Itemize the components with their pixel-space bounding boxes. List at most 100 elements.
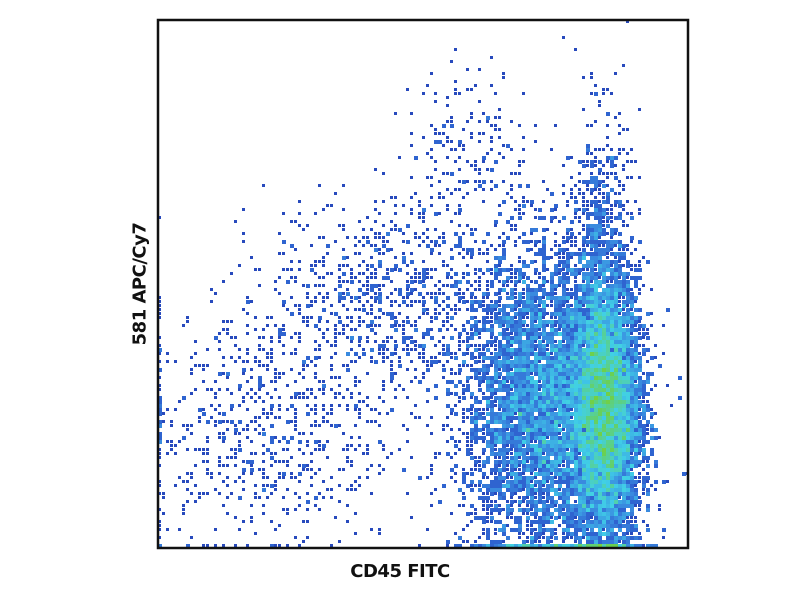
density-bin [518,432,522,436]
density-bin [314,372,317,375]
density-bin [474,540,477,543]
density-bin [626,176,629,179]
density-bin [594,464,598,468]
density-bin [614,412,618,416]
density-bin [594,296,598,300]
density-bin [614,360,618,364]
density-bin [634,360,637,363]
density-bin [386,268,389,271]
density-bin [578,412,582,416]
density-bin [294,424,297,427]
density-bin [658,508,661,511]
density-bin [554,240,557,243]
density-bin [502,468,506,472]
density-bin [546,528,550,532]
density-bin [586,288,590,292]
density-bin [638,212,641,215]
density-bin [522,264,526,268]
density-bin [622,480,626,484]
density-bin [618,296,621,299]
density-bin [514,276,517,279]
density-bin [630,316,634,320]
density-bin [606,368,610,372]
density-bin [530,460,534,464]
density-bin [518,456,521,459]
density-bin [498,436,502,440]
density-bin [590,500,594,504]
density-bin [630,436,634,440]
density-bin [490,284,494,288]
density-bin [518,520,522,524]
density-bin [570,304,573,307]
density-bin [602,524,606,528]
density-bin [498,316,502,320]
density-bin [586,364,590,368]
density-bin [606,244,610,248]
density-bin [342,224,345,227]
density-bin [586,224,590,228]
density-bin [638,504,641,507]
density-bin [478,172,481,175]
density-bin [450,356,453,359]
density-bin [550,216,554,220]
density-bin [526,408,530,412]
density-bin [562,324,566,328]
density-bin [326,456,329,459]
density-bin [602,252,606,256]
density-bin [538,532,542,536]
density-bin [570,312,574,316]
density-bin [414,232,417,235]
density-bin [454,308,457,311]
density-bin [386,240,389,243]
density-bin [554,316,557,319]
density-bin [638,240,642,244]
density-bin [466,224,469,227]
density-bin [550,400,554,404]
density-bin [314,296,317,299]
density-bin [486,376,490,380]
density-bin [622,368,626,372]
density-bin [470,132,473,135]
density-bin [390,220,393,223]
density-bin [442,368,446,372]
density-bin [502,348,506,352]
density-bin [622,208,625,211]
density-bin [590,424,594,428]
density-bin [618,460,622,464]
density-bin [582,180,586,184]
density-bin [634,336,638,340]
density-bin [262,412,265,415]
density-bin [582,376,586,380]
density-bin [606,316,610,320]
density-bin [510,456,514,460]
density-bin [370,228,373,231]
density-bin [630,160,633,163]
density-bin [282,328,285,331]
density-bin [562,512,566,516]
density-bin [638,292,641,295]
density-bin [498,288,502,292]
density-bin [518,376,522,380]
density-bin [478,304,482,308]
density-bin [458,240,462,244]
density-bin [594,372,598,376]
density-bin [610,212,613,215]
density-bin [590,320,594,324]
density-bin [526,368,530,372]
density-bin [446,104,449,107]
density-bin [638,448,642,452]
density-bin [590,236,594,240]
density-bin [366,264,369,267]
density-bin [606,440,610,444]
density-bin [582,224,585,227]
density-bin [270,452,273,455]
density-bin [482,544,486,548]
density-bin [238,496,242,500]
density-bin [298,268,301,271]
density-bin [558,264,561,267]
density-bin [550,500,554,504]
density-bin [418,272,421,275]
density-bin [614,272,618,276]
density-bin [426,308,429,311]
density-bin [494,372,498,376]
